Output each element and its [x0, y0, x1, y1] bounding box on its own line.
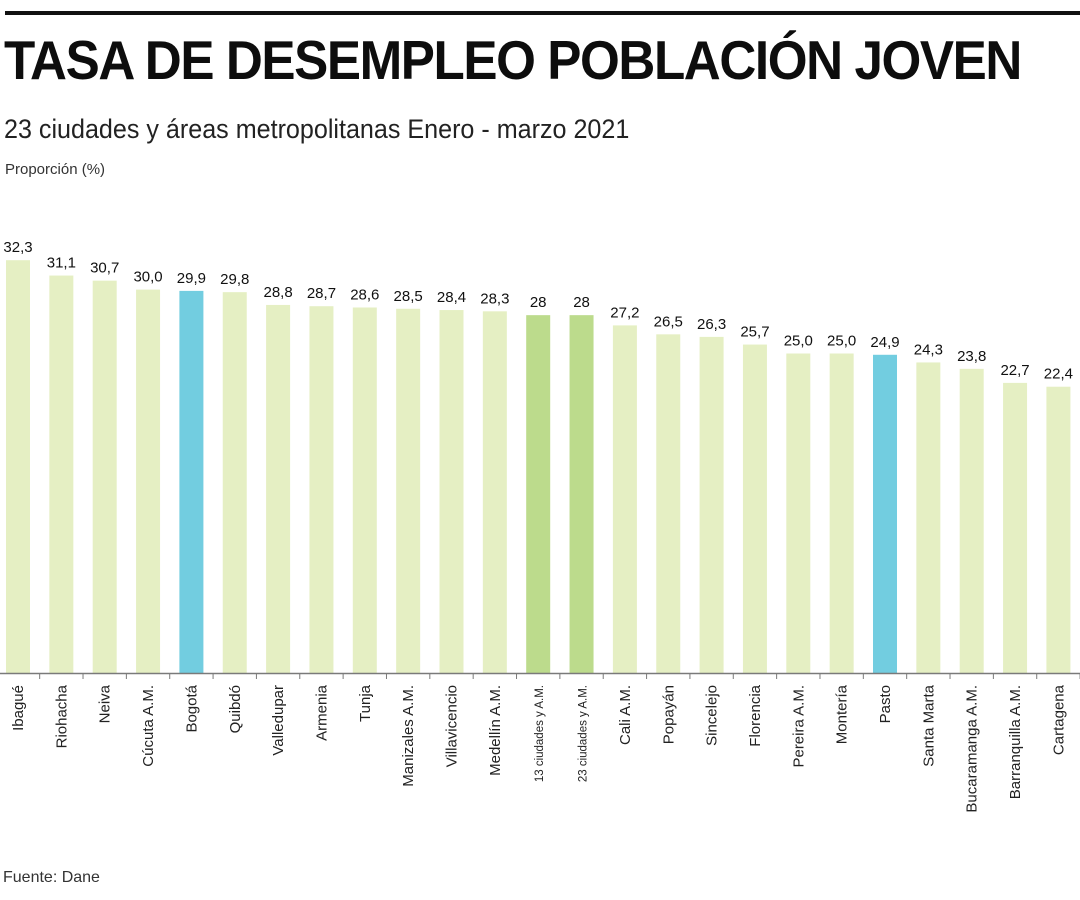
bar — [699, 336, 724, 673]
bar — [526, 315, 551, 673]
x-tick-label: Cúcuta A.M. — [140, 685, 157, 767]
bar-value-label: 28,5 — [394, 288, 423, 305]
bar-value-label: 30,7 — [90, 260, 119, 277]
x-tick-label: Bogotá — [183, 684, 200, 732]
x-tick-label: Cartagena — [1050, 684, 1067, 755]
bar — [6, 260, 30, 673]
bar — [309, 306, 334, 673]
chart-subtitle: 23 ciudades y áreas metropolitanas Enero… — [4, 114, 630, 144]
bar — [873, 354, 897, 673]
bar-value-label: 28,3 — [480, 290, 509, 307]
bar-value-label: 28 — [530, 294, 547, 311]
bar-value-label: 28,6 — [350, 286, 379, 303]
bar — [959, 368, 984, 673]
bar — [49, 275, 74, 673]
bar-value-label: 22,4 — [1044, 366, 1073, 383]
bar-value-label: 31,1 — [47, 255, 76, 272]
bar — [656, 334, 681, 673]
bar — [266, 304, 291, 673]
bar — [786, 353, 811, 673]
x-tick-label: Bucaramanga A.M. — [964, 685, 981, 813]
bar-value-label: 25,0 — [784, 333, 813, 350]
bar-value-label: 23,8 — [957, 348, 986, 365]
bar — [222, 292, 247, 673]
x-tick-label: Armenia — [313, 684, 330, 741]
bar-value-label: 25,0 — [827, 333, 856, 350]
x-tick-label: Florencia — [747, 684, 764, 746]
bar-value-label: 28 — [573, 294, 590, 311]
bar-value-label: 30,0 — [133, 269, 162, 286]
x-tick-label: Popayán — [660, 685, 677, 744]
bar-value-label: 24,9 — [870, 334, 899, 351]
bar-value-label: 28,7 — [307, 285, 336, 302]
bar-value-label: 25,7 — [740, 324, 769, 341]
x-tick-label: Pasto — [877, 685, 894, 723]
bar — [612, 325, 637, 673]
bar-value-label: 29,9 — [177, 270, 206, 287]
bar — [916, 362, 941, 673]
x-tick-label: Santa Marta — [920, 684, 937, 766]
bar — [1046, 386, 1071, 673]
x-tick-label: Barranquilla A.M. — [1007, 685, 1024, 799]
x-tick-label: Riohacha — [53, 684, 70, 748]
x-tick-label: Cali A.M. — [617, 685, 634, 745]
bar — [439, 310, 464, 673]
top-rule — [5, 11, 1080, 15]
bar-value-label: 32,3 — [3, 239, 32, 256]
y-axis-label: Proporción (%) — [5, 161, 106, 178]
bar — [1003, 382, 1028, 673]
x-tick-label: Tunja — [357, 684, 374, 722]
bar — [92, 280, 117, 673]
bar — [396, 308, 421, 673]
x-tick-label: 13 ciudades y A.M. — [534, 685, 546, 782]
bar-value-label: 26,3 — [697, 316, 726, 333]
x-tick-label: Valledupar — [270, 685, 287, 756]
chart-title: TASA DE DESEMPLEO POBLACIÓN JOVEN — [4, 29, 1022, 91]
bar — [569, 315, 594, 673]
bar-value-label: 27,2 — [610, 304, 639, 321]
x-tick-label: Neiva — [97, 684, 114, 723]
bar-value-label: 28,8 — [263, 284, 292, 301]
bar-value-label: 28,4 — [437, 289, 466, 306]
bar — [482, 311, 507, 673]
x-tick-label: Ibagué — [10, 685, 27, 731]
bar-value-label: 29,8 — [220, 271, 249, 288]
x-tick-label: Sincelejo — [704, 685, 721, 746]
x-tick-label: 23 ciudades y A.M. — [578, 685, 590, 782]
x-tick-label: Manizales A.M. — [400, 685, 417, 787]
x-tick-label: Villavicencio — [444, 685, 461, 767]
bar — [829, 353, 854, 673]
x-tick-label: Pereira A.M. — [790, 685, 807, 768]
bar — [136, 289, 161, 673]
x-tick-label: Montería — [834, 684, 851, 744]
bar-value-label: 22,7 — [1000, 362, 1029, 379]
x-tick-label: Medellín A.M. — [487, 685, 504, 776]
bar — [352, 307, 377, 673]
bar — [179, 290, 204, 673]
x-tick-label: Quibdó — [227, 685, 244, 733]
bar-value-label: 26,5 — [654, 313, 683, 330]
bar — [742, 344, 767, 673]
source-note: Fuente: Dane — [3, 869, 100, 886]
bar-value-label: 24,3 — [914, 341, 943, 358]
